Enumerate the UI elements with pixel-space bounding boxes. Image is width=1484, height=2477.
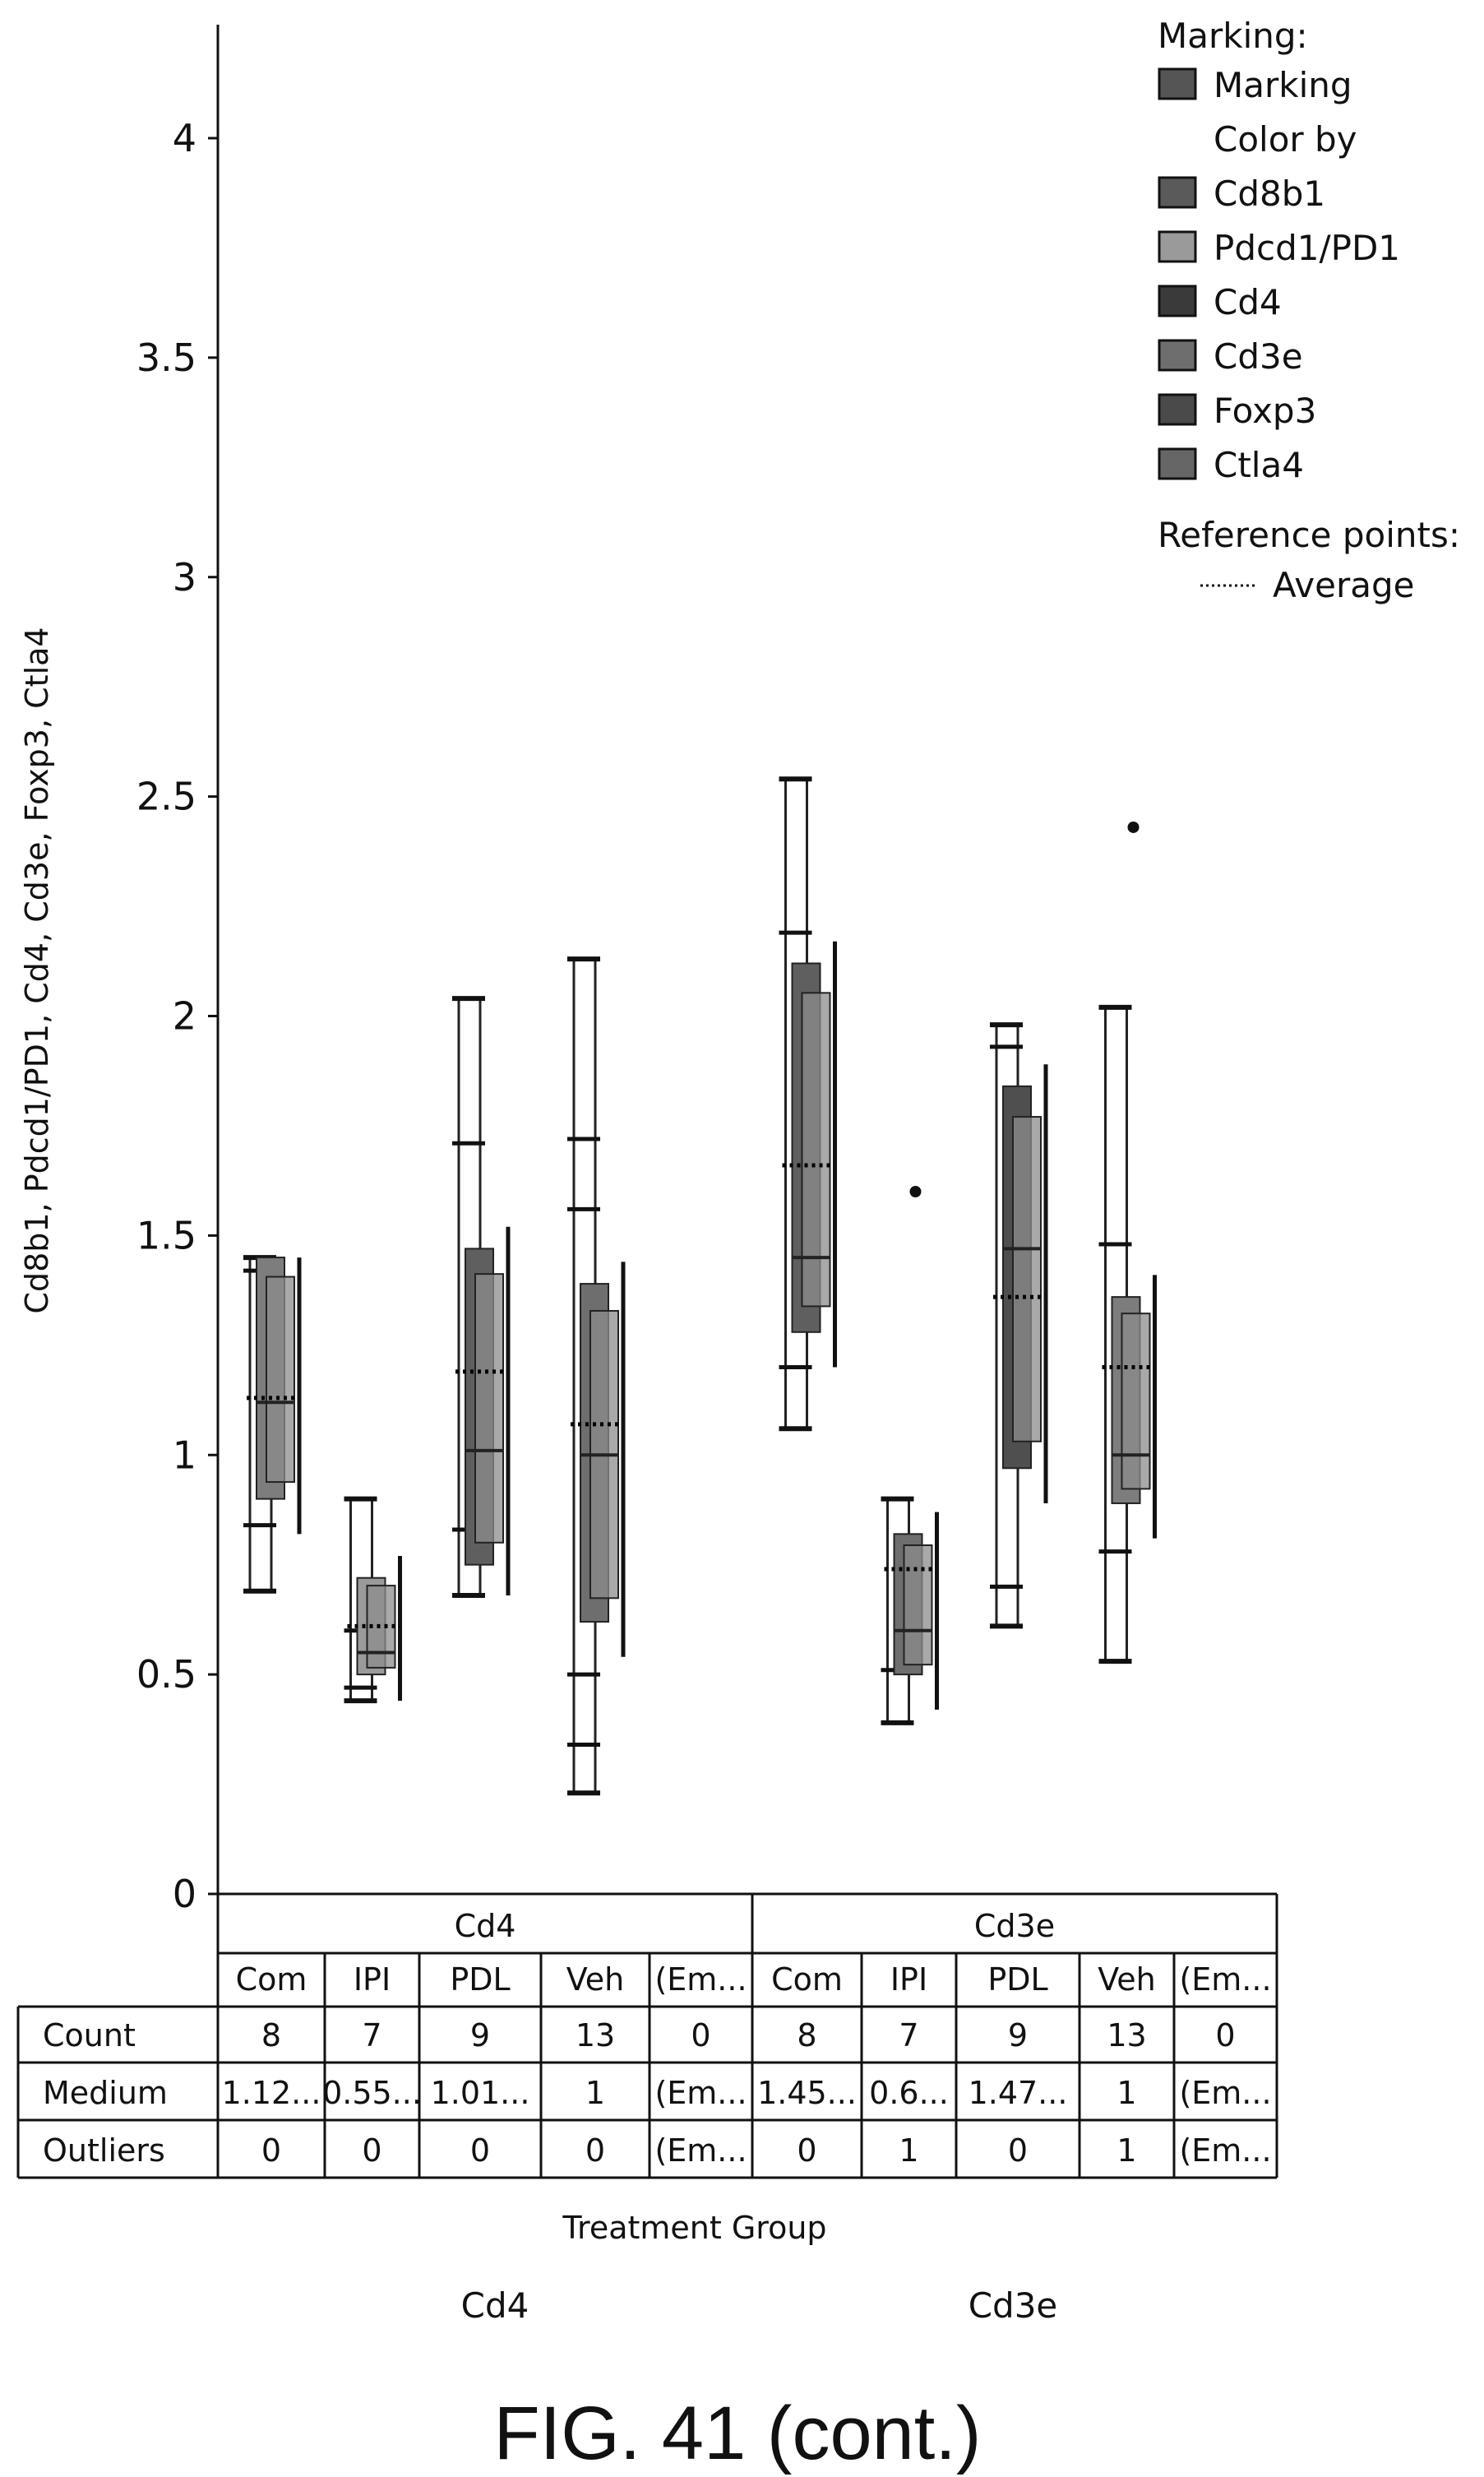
category-label: IPI [890, 1961, 927, 1998]
category-label: Veh [1098, 1961, 1156, 1998]
table-cell-count: 9 [1008, 2017, 1028, 2053]
table-cell-medium: (Em... [1179, 2075, 1271, 2111]
table-cell-count: 8 [797, 2017, 816, 2053]
table-cell-outliers: 0 [261, 2132, 281, 2169]
legend-item-label: Foxp3 [1214, 391, 1316, 431]
legend-item-label: Cd4 [1214, 282, 1282, 322]
legend-swatch [1159, 340, 1195, 370]
table-cell-medium: 0.6... [869, 2075, 949, 2111]
legend-swatch [1159, 232, 1195, 262]
table-cell-count: 8 [261, 2017, 281, 2053]
category-label: PDL [450, 1961, 510, 1998]
category-label: Veh [566, 1961, 625, 1998]
legend-ref-title: Reference points: [1158, 515, 1460, 555]
table-cell-medium: 1.01... [431, 2075, 530, 2111]
legend-ref-item: Average [1273, 565, 1414, 605]
table-cell-outliers: 1 [899, 2132, 918, 2169]
table-cell-medium: 1.12... [222, 2075, 321, 2111]
table-cell-count: 0 [691, 2017, 710, 2053]
y-axis-ticks: 4 3.5 3 2.5 2 1.5 1 0.5 0 [136, 116, 218, 1916]
legend-swatch [1159, 449, 1195, 479]
category-label: (Em... [654, 1961, 747, 1998]
table-cell-count: 7 [362, 2017, 381, 2053]
y-axis-label: Cd8b1, Pdcd1/PD1, Cd4, Cd3e, Foxp3, Ctla… [19, 627, 55, 1313]
legend-swatch [1159, 286, 1195, 316]
legend-item-label: Color by [1214, 119, 1357, 160]
outlier-point [910, 1186, 922, 1197]
table-cell-medium: 1.47... [969, 2075, 1068, 2111]
legend-swatch [1159, 69, 1195, 99]
category-label: (Em... [1179, 1961, 1271, 1998]
row-label-count: Count [43, 2017, 136, 2053]
legend-item-label: Cd8b1 [1214, 174, 1325, 214]
table-cell-outliers: (Em... [654, 2132, 747, 2169]
category-label: Com [236, 1961, 307, 1998]
table-cell-outliers: 0 [585, 2132, 605, 2169]
legend-title: Marking: [1158, 16, 1308, 56]
x-axis-label: Treatment Group [562, 2210, 826, 2246]
iqr-box-secondary [904, 1545, 932, 1664]
legend-item-label: Ctla4 [1214, 445, 1304, 485]
legend-swatch [1159, 395, 1195, 424]
table-cell-count: 13 [576, 2017, 615, 2053]
y-tick-label: 1.5 [136, 1213, 196, 1257]
table-cell-outliers: 0 [797, 2132, 816, 2169]
category-label: IPI [354, 1961, 391, 1998]
table-cell-count: 0 [1215, 2017, 1235, 2053]
legend-item-label: Pdcd1/PD1 [1214, 228, 1400, 268]
legend: Marking: Marking Color by Cd8b1 Pdcd1/PD1 Cd4… [1158, 16, 1460, 605]
figure-caption: FIG. 41 (cont.) [493, 2391, 981, 2475]
bottom-label-cd3e: Cd3e [969, 2285, 1058, 2326]
iqr-box-secondary [1122, 1313, 1150, 1489]
category-label: Com [771, 1961, 843, 1998]
group-label-cd3e: Cd3e [974, 1908, 1055, 1944]
row-label-medium: Medium [43, 2075, 168, 2111]
group-label-cd4: Cd4 [455, 1908, 516, 1944]
iqr-box-secondary [1013, 1117, 1041, 1442]
table-cell-medium: (Em... [654, 2075, 747, 2111]
table-cell-medium: 1 [585, 2075, 605, 2111]
table-cell-medium: 1 [1116, 2075, 1136, 2111]
table-cell-outliers: 0 [362, 2132, 381, 2169]
bottom-label-cd4: Cd4 [461, 2285, 529, 2326]
table-cell-outliers: 0 [1008, 2132, 1028, 2169]
table-cell-count: 9 [470, 2017, 490, 2053]
row-label-outliers: Outliers [43, 2132, 165, 2169]
table-cell-outliers: 0 [470, 2132, 490, 2169]
iqr-box-secondary [802, 993, 830, 1306]
table-cell-count: 7 [899, 2017, 918, 2053]
category-table: Cd4 Cd3e Count Medium Outliers Com 8 1.12... 0 IP… [18, 1894, 1277, 2178]
table-cell-medium: 0.55... [322, 2075, 422, 2111]
outlier-point [1128, 822, 1140, 833]
iqr-box-secondary [475, 1274, 503, 1543]
table-cell-count: 13 [1107, 2017, 1146, 2053]
y-tick-label: 2 [173, 994, 196, 1039]
y-tick-label: 4 [173, 116, 196, 160]
legend-swatch [1159, 178, 1195, 207]
table-cell-medium: 1.45... [757, 2075, 857, 2111]
legend-item-label: Cd3e [1214, 336, 1303, 377]
y-tick-label: 3 [173, 555, 196, 600]
table-cell-outliers: (Em... [1179, 2132, 1271, 2169]
y-tick-label: 0 [173, 1872, 196, 1916]
legend-item-label: Marking [1214, 65, 1352, 105]
iqr-box-secondary [266, 1277, 294, 1483]
y-tick-label: 2.5 [136, 775, 196, 819]
y-tick-label: 3.5 [136, 336, 196, 380]
y-tick-label: 1 [173, 1433, 196, 1477]
box-plot-marks [243, 779, 1155, 1793]
y-tick-label: 0.5 [136, 1652, 196, 1697]
table-cell-outliers: 1 [1116, 2132, 1136, 2169]
category-label: PDL [987, 1961, 1047, 1998]
